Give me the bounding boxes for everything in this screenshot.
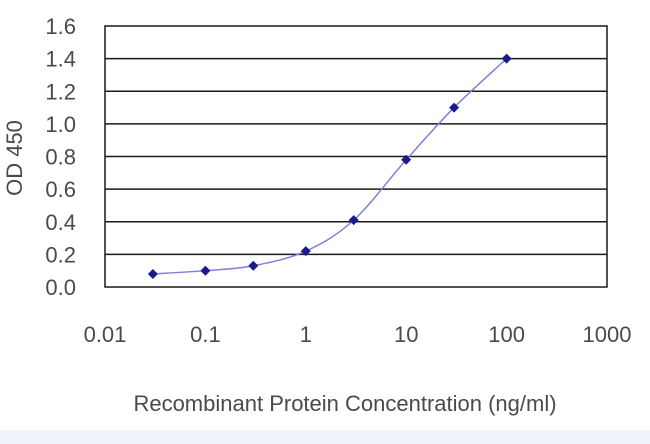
y-tick-label: 0.2 — [45, 242, 76, 267]
y-tick-label: 1.2 — [45, 79, 76, 104]
x-axis-label: Recombinant Protein Concentration (ng/ml… — [133, 391, 556, 416]
data-point — [147, 268, 158, 279]
x-tick-label: 0.1 — [190, 322, 221, 347]
data-point — [449, 102, 460, 113]
data-point — [300, 246, 311, 257]
footer-band — [0, 430, 650, 444]
x-tick-label: 10 — [394, 322, 418, 347]
y-tick-label: 0.8 — [45, 145, 76, 170]
x-tick-label: 0.01 — [84, 322, 127, 347]
x-tick-label: 1000 — [583, 322, 632, 347]
y-tick-label: 1.6 — [45, 14, 76, 39]
y-tick-label: 0.4 — [45, 210, 76, 235]
chart: 0.0 0.2 0.4 0.6 0.8 1.0 1.2 1.4 1.6 0.01 0.1 1 10 10… — [2, 14, 632, 416]
x-tick-label: 100 — [488, 322, 525, 347]
data-point — [501, 53, 512, 64]
data-points — [147, 53, 512, 279]
data-point — [200, 265, 211, 276]
y-axis-label: OD 450 — [2, 120, 27, 196]
grid-lines — [105, 57, 607, 256]
y-tick-label: 1.4 — [45, 47, 76, 72]
data-point — [348, 215, 359, 226]
x-tick-label: 1 — [300, 322, 312, 347]
x-tick-labels: 0.01 0.1 1 10 100 1000 — [84, 322, 632, 347]
data-point — [248, 260, 259, 271]
y-tick-label: 1.0 — [45, 112, 76, 137]
y-tick-label: 0.0 — [45, 275, 76, 300]
y-tick-labels: 0.0 0.2 0.4 0.6 0.8 1.0 1.2 1.4 1.6 — [45, 14, 76, 300]
data-point — [401, 154, 412, 165]
y-tick-label: 0.6 — [45, 177, 76, 202]
plot-frame — [104, 25, 608, 288]
